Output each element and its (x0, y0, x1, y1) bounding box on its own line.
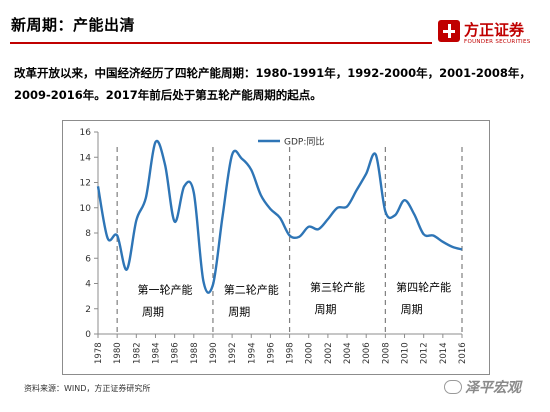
x-tick-label: 1978 (94, 342, 104, 364)
legend-label: GDP:同比 (284, 136, 324, 148)
wechat-icon (444, 380, 462, 394)
logo-icon (438, 20, 460, 42)
cycle-annotation: 周期 (142, 306, 164, 319)
logo-name: 方正证券 (464, 21, 525, 39)
x-tick-label: 1984 (151, 342, 161, 364)
x-tick-label: 1980 (113, 342, 123, 364)
source-note: 资料来源：WIND，方正证券研究所 (24, 384, 151, 393)
x-tick-label: 2006 (362, 342, 372, 364)
x-tick-label: 2002 (324, 342, 334, 364)
x-tick-label: 2016 (458, 342, 468, 364)
x-tick-label: 1986 (171, 342, 181, 364)
cycle-annotation: 第一轮产能 (138, 283, 193, 297)
cycle-annotation: 第二轮产能 (224, 283, 279, 297)
y-tick-label: 14 (80, 153, 92, 163)
x-tick-label: 1990 (209, 342, 219, 364)
y-tick-label: 0 (85, 330, 91, 340)
gdp-line-chart: 0 2 4 6 8 10 12 14 16 1978 1980 1982 1984 1986 1988 199… (80, 128, 468, 364)
y-tick-label: 16 (80, 128, 92, 138)
x-tick-label: 1994 (247, 342, 257, 364)
intro-paragraph: 改革开放以来，中国经济经历了四轮产能周期：1980-1991年，1992-200… (14, 66, 531, 102)
title-divider (10, 42, 432, 44)
x-tick-label: 2014 (439, 342, 449, 364)
y-tick-label: 10 (80, 204, 92, 214)
watermark-text: 泽平宏观 (465, 380, 521, 396)
watermark: 泽平宏观 (444, 377, 544, 397)
x-tick-label: 1996 (266, 342, 276, 364)
y-tick-label: 8 (85, 229, 91, 239)
x-tick-label: 1982 (132, 342, 142, 364)
gdp-series-line (96, 139, 463, 294)
cycle-annotation: 第四轮产能 (396, 280, 451, 294)
y-tick-label: 12 (80, 179, 91, 189)
cycle-annotation: 周期 (228, 306, 250, 319)
logo-subtitle: FOUNDER SECURITIES (464, 39, 531, 45)
company-logo: 方正证券 FOUNDER SECURITIES (438, 20, 546, 50)
x-tick-label: 2010 (401, 342, 411, 364)
cycle-annotation: 第三轮产能 (310, 280, 365, 294)
y-tick-label: 2 (85, 305, 91, 315)
chart-frame: 0 2 4 6 8 10 12 14 16 1978 1980 1982 1984 1986 1988 199… (62, 120, 490, 375)
y-tick-label: 4 (85, 280, 91, 290)
cycle-annotation: 周期 (314, 303, 336, 316)
x-tick-label: 1998 (286, 342, 296, 364)
x-tick-label: 2008 (381, 342, 391, 364)
x-tick-label: 1992 (228, 342, 238, 364)
cycle-annotation: 周期 (401, 303, 423, 316)
x-tick-label: 2000 (305, 342, 315, 364)
x-tick-label: 1988 (190, 342, 200, 364)
x-tick-label: 2012 (420, 342, 430, 364)
y-tick-label: 6 (85, 254, 91, 264)
page-title: 新周期：产能出清 (11, 16, 136, 34)
x-tick-label: 2004 (343, 342, 353, 364)
